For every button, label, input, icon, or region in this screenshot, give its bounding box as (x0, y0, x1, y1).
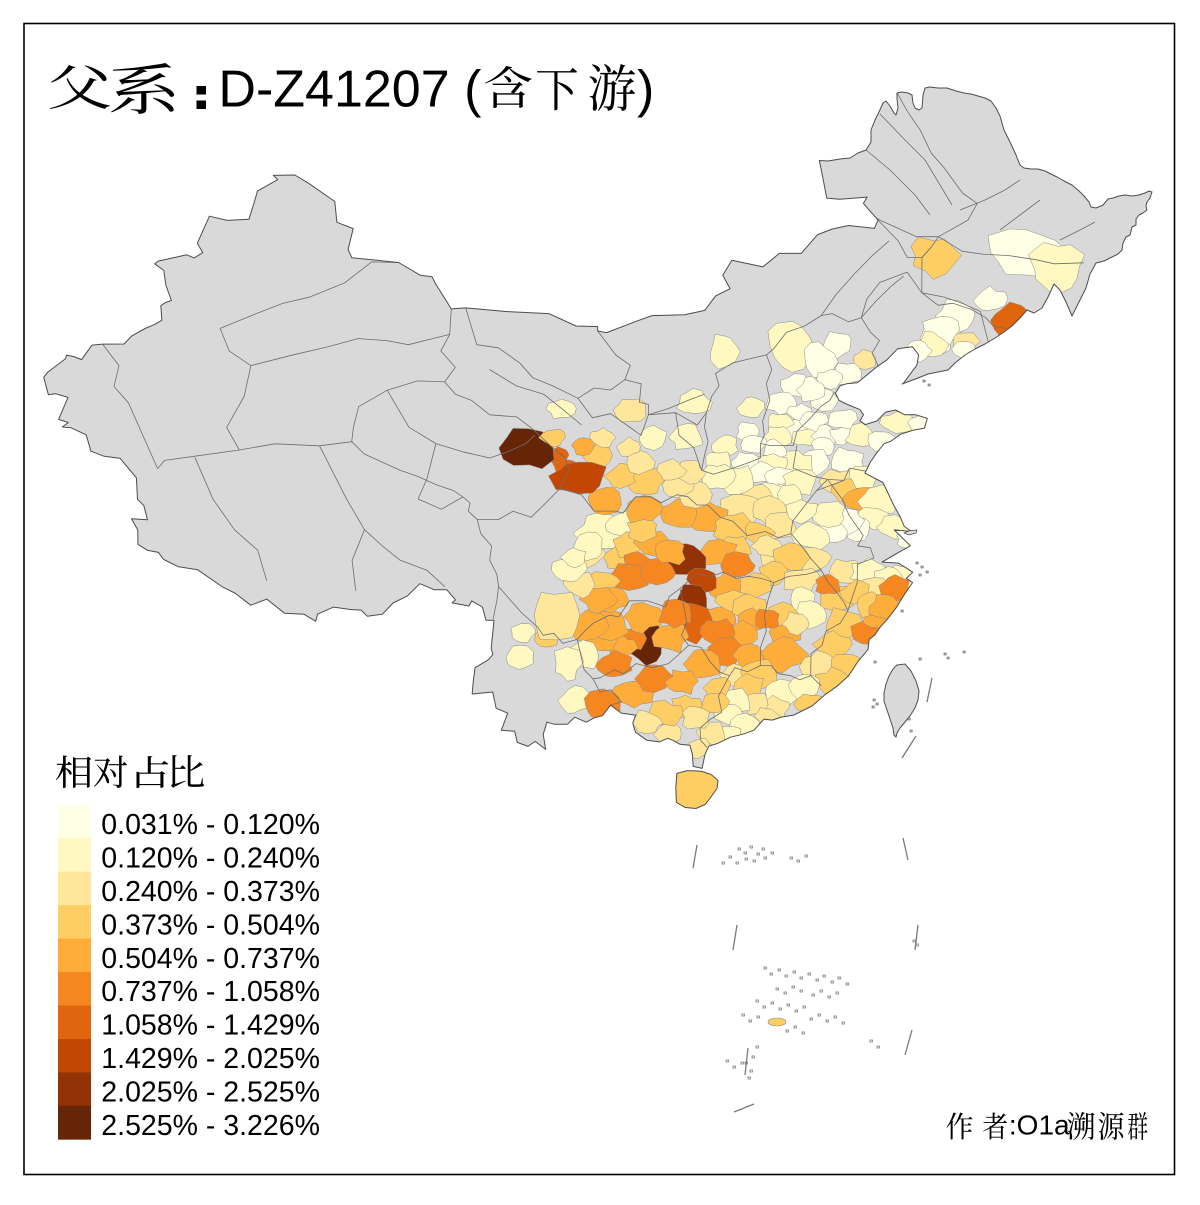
svg-text:1.058% - 1.429%: 1.058% - 1.429% (101, 1010, 320, 1042)
svg-text:0.373% - 0.504%: 0.373% - 0.504% (101, 909, 320, 941)
svg-text:0.504% - 0.737%: 0.504% - 0.737% (101, 943, 320, 975)
svg-text::O1a: :O1a (1009, 1110, 1070, 1141)
svg-text:1.429% - 2.025%: 1.429% - 2.025% (101, 1043, 320, 1075)
svg-text:2.525% - 3.226%: 2.525% - 3.226% (101, 1110, 320, 1142)
svg-text:0.120% - 0.240%: 0.120% - 0.240% (101, 843, 320, 875)
svg-text:D-Z41207 (: D-Z41207 ( (218, 61, 482, 119)
svg-text:): ) (637, 61, 654, 119)
svg-text:2.025% - 2.525%: 2.025% - 2.525% (101, 1077, 320, 1109)
svg-text:0.240% - 0.373%: 0.240% - 0.373% (101, 876, 320, 908)
svg-text:0.031% - 0.120%: 0.031% - 0.120% (101, 809, 320, 841)
svg-text:0.737% - 1.058%: 0.737% - 1.058% (101, 976, 320, 1008)
